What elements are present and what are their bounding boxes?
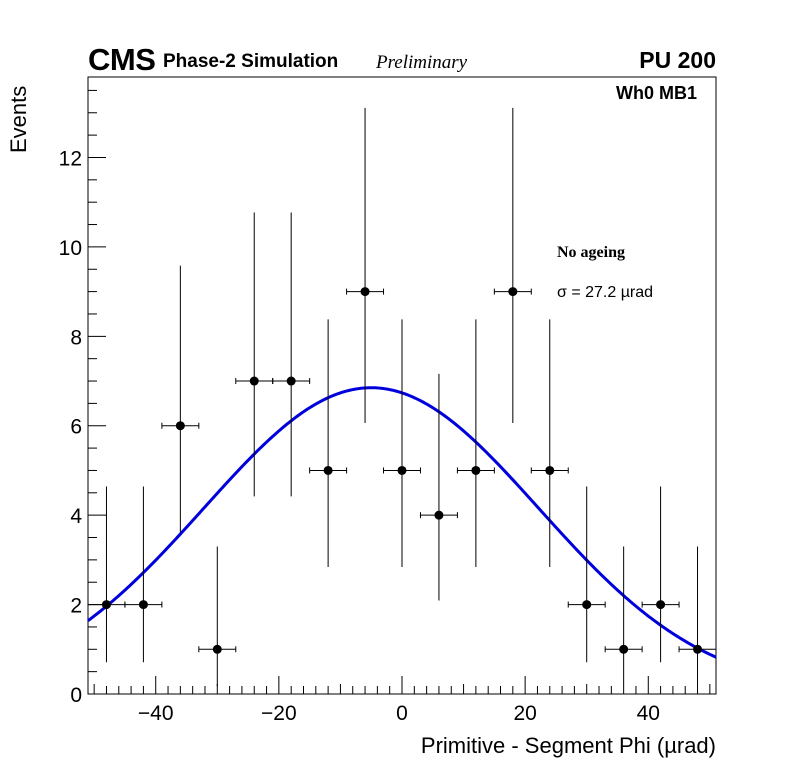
data-point-group xyxy=(456,319,495,568)
subtitle-label: Phase-2 Simulation xyxy=(163,51,339,72)
y-tick-label: 4 xyxy=(70,505,82,528)
data-point xyxy=(286,376,296,386)
x-tick-label: 0 xyxy=(396,702,408,725)
data-point-group xyxy=(530,319,569,568)
data-point xyxy=(508,287,518,297)
pileup-label: PU 200 xyxy=(639,47,716,73)
experiment-label: CMS xyxy=(88,42,156,77)
data-point xyxy=(101,600,111,610)
data-point-group xyxy=(641,486,680,663)
data-point xyxy=(397,465,407,475)
data-point xyxy=(175,421,185,431)
data-point xyxy=(360,287,370,297)
x-tick-label: 40 xyxy=(637,702,660,725)
y-axis-title: Events xyxy=(6,85,31,153)
station-label: Wh0 MB1 xyxy=(616,83,697,103)
y-tick-label: 6 xyxy=(70,416,82,439)
data-point xyxy=(582,600,592,610)
data-point-group xyxy=(161,265,200,533)
data-point xyxy=(471,465,481,475)
x-tick-label: −40 xyxy=(138,702,174,725)
x-tick-label: −20 xyxy=(261,702,297,725)
data-point-group xyxy=(383,319,421,568)
y-tick-label: 12 xyxy=(59,147,82,170)
data-point-group xyxy=(419,373,458,601)
data-point-group xyxy=(124,486,163,663)
data-point xyxy=(249,376,259,386)
data-point xyxy=(619,644,629,654)
y-axis: 0 2 4 6 8 10 12 xyxy=(59,89,106,707)
y-tick-label: 0 xyxy=(70,684,82,707)
y-tick-label: 8 xyxy=(70,326,82,349)
data-point xyxy=(138,600,148,610)
data-point xyxy=(212,644,222,654)
scenario-label: No ageing xyxy=(557,244,625,261)
sigma-label: σ = 27.2 µrad xyxy=(557,284,654,301)
data-point-group xyxy=(346,107,385,424)
data-point-group xyxy=(678,546,717,687)
data-point-group xyxy=(198,546,237,687)
data-point-group xyxy=(235,212,274,497)
data-point-group xyxy=(272,212,311,497)
x-axis: −40 −20 0 20 40 xyxy=(93,676,711,725)
data-point-group xyxy=(87,486,126,663)
y-tick-label: 10 xyxy=(59,237,82,260)
data-point-group xyxy=(309,319,348,568)
x-axis-title: Primitive - Segment Phi (µrad) xyxy=(420,733,716,758)
data-point xyxy=(434,510,444,520)
data-point-group xyxy=(604,546,643,687)
data-point xyxy=(545,465,555,475)
data-point xyxy=(693,644,703,654)
status-label: Preliminary xyxy=(376,52,468,73)
data-point-group xyxy=(493,107,532,424)
y-tick-label: 2 xyxy=(70,595,82,618)
x-tick-label: 20 xyxy=(513,702,536,725)
data-point-group xyxy=(567,486,606,663)
data-points-layer xyxy=(87,107,717,687)
data-point xyxy=(323,465,333,475)
data-point xyxy=(656,600,666,610)
